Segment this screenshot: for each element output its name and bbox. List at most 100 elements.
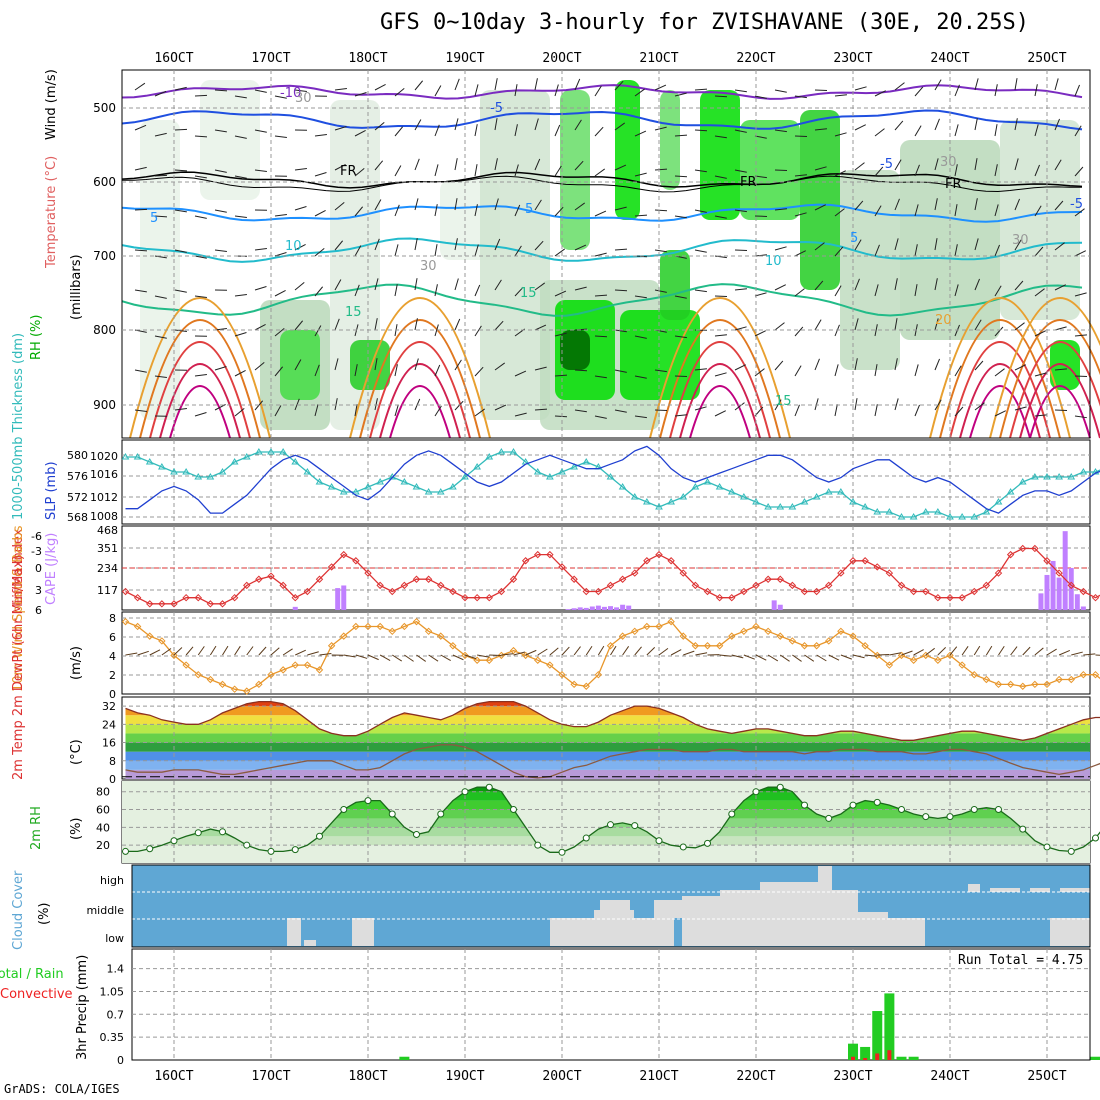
wind-barb xyxy=(894,278,898,291)
wind10m-barb xyxy=(1046,648,1057,656)
wind10m-barb xyxy=(537,648,548,656)
cloud-block-6 xyxy=(634,918,674,946)
wind10m-barb xyxy=(149,649,161,656)
temp-contour-line xyxy=(121,237,1083,263)
wind-barb xyxy=(534,118,539,131)
wind-barb xyxy=(854,162,865,171)
contour-label-FR: FR xyxy=(740,175,757,190)
wind-barb xyxy=(374,122,385,131)
wind-barb xyxy=(1074,84,1081,97)
top-tick-19OCT: 19OCT xyxy=(445,51,484,66)
thickness-marker xyxy=(849,498,857,505)
wind10m-barb xyxy=(719,654,732,657)
wind-barb xyxy=(574,202,586,211)
lifted-index-marker xyxy=(788,581,797,590)
wind-barb xyxy=(354,364,358,377)
thickness-marker xyxy=(1043,473,1051,480)
wind10m-marker xyxy=(655,622,663,631)
rh2m-ticks: 80 60 40 20 xyxy=(96,786,110,852)
wind-barb xyxy=(1034,330,1047,337)
wind-barb xyxy=(994,164,998,177)
temp-arch xyxy=(379,363,461,439)
wind-barb xyxy=(774,399,782,411)
rh2m-marker xyxy=(364,797,372,805)
wind-barb xyxy=(294,282,305,291)
thickness-marker xyxy=(1006,488,1015,495)
cape-bar xyxy=(608,606,613,610)
temp2m-line xyxy=(125,700,1100,741)
wind10m-barb xyxy=(634,646,642,656)
wind-barb xyxy=(994,124,998,137)
wind10m-marker xyxy=(376,622,384,631)
rh2m-marker xyxy=(316,832,323,840)
wind10m-marker xyxy=(715,642,724,650)
wind-barb xyxy=(434,364,441,377)
lifted-index-marker xyxy=(776,575,784,583)
contour-label-5: 5 xyxy=(850,231,858,246)
thickness-marker xyxy=(315,478,324,485)
cape-bar xyxy=(583,607,589,610)
wind-barb xyxy=(354,168,365,177)
wind-barb xyxy=(154,375,167,379)
wind10m-barb xyxy=(501,653,514,656)
wind10m-barb xyxy=(901,650,913,656)
precip-tick-0: 0 xyxy=(117,1054,124,1067)
lifted-index-marker xyxy=(279,581,287,590)
wind10m-barb xyxy=(452,654,464,661)
rh2m-marker xyxy=(970,806,978,814)
wind10m-marker xyxy=(631,627,639,636)
wind10m-barb xyxy=(683,650,695,656)
wind-barb xyxy=(754,95,767,99)
thickness-marker xyxy=(473,463,482,470)
wind10m-barb xyxy=(295,649,306,656)
wind10m-marker xyxy=(230,685,239,693)
lifted-index-marker xyxy=(643,557,651,565)
top-tick-20OCT: 20OCT xyxy=(542,51,581,66)
rh2m-marker xyxy=(1092,834,1099,842)
wind-barb xyxy=(854,239,862,251)
wind-barb xyxy=(774,208,787,211)
temp-arch xyxy=(929,297,1071,439)
wind-barb xyxy=(614,289,628,292)
lifted-index-marker xyxy=(728,593,736,602)
rh2m-marker xyxy=(1067,847,1075,855)
thickness-marker xyxy=(897,513,906,520)
contour-label-20: 20 xyxy=(935,313,952,328)
contour-label--5: -5 xyxy=(490,101,503,116)
wind-barb xyxy=(454,238,458,251)
lifted-index-marker xyxy=(715,593,724,602)
lifted-index-marker xyxy=(388,587,396,596)
lifted-index-marker xyxy=(703,587,712,596)
slp-label-left: 1000-500mb Thickness (dm) xyxy=(11,333,26,520)
thickness-marker xyxy=(351,488,360,495)
wind-barb xyxy=(774,246,787,251)
wind10m-barb xyxy=(985,645,993,656)
wind10m-marker xyxy=(667,617,675,626)
thickness-marker xyxy=(946,513,954,520)
wind-barb xyxy=(614,329,627,333)
temp2m-band xyxy=(125,751,1090,761)
upper-label-temp: Temperature (°C) xyxy=(44,156,59,269)
wind-barb xyxy=(794,250,806,257)
wind-barb xyxy=(894,198,900,211)
wind-barb xyxy=(694,209,707,213)
thickness-marker xyxy=(1079,468,1088,475)
wind-barb xyxy=(794,404,800,417)
rh2m-marker xyxy=(558,848,566,856)
wind-barb xyxy=(634,130,647,137)
precip-total-bar xyxy=(908,1056,919,1060)
wind-barb xyxy=(574,160,584,171)
rh2m-marker xyxy=(849,801,857,809)
wind-barb xyxy=(874,166,884,177)
wind-barb xyxy=(694,249,707,253)
wind-barb xyxy=(154,335,167,339)
temp-arch xyxy=(649,297,791,439)
wind-barb xyxy=(734,364,746,371)
thickness-marker xyxy=(497,448,506,455)
wind-barb xyxy=(894,398,899,411)
dewpt2m-line xyxy=(125,744,1100,779)
wind10m-barb xyxy=(477,654,489,658)
wind10m-barb xyxy=(1034,647,1044,656)
wind-barb xyxy=(234,369,246,377)
wind-barb xyxy=(554,84,559,97)
